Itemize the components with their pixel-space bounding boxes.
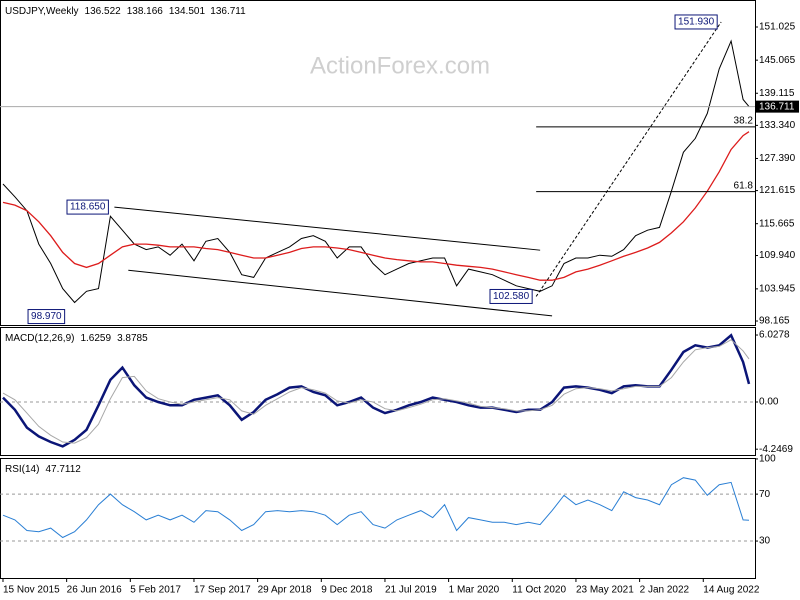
x-tick-label: 5 Feb 2017 (130, 585, 181, 596)
annotation-label: 118.650 (70, 202, 106, 213)
series-line (2, 339, 750, 444)
y-tick-label: 30 (759, 536, 771, 547)
annotation-box (674, 14, 718, 30)
last-price-box (756, 100, 799, 113)
last-price-label: 136.711 (759, 101, 795, 112)
panel-header: RSI(14) 47.7112 (5, 464, 81, 475)
readout-value: 136.711 (210, 6, 246, 17)
panel-frame (0, 0, 756, 326)
readout-value: 3.8785 (117, 333, 148, 344)
y-tick-label: 70 (759, 489, 771, 500)
readout-value: 136.522 (85, 6, 122, 17)
annotation-label: 102.580 (493, 291, 530, 302)
x-tick-label: 2 Jan 2022 (640, 585, 690, 596)
readout-value: 134.501 (169, 6, 206, 17)
trend-line (128, 269, 553, 317)
annotation-label: 98.970 (31, 311, 62, 322)
readout-value: 138.166 (127, 6, 164, 17)
x-tick-label: 1 Mar 2020 (449, 585, 500, 596)
series-line (2, 131, 750, 281)
series-line (2, 39, 750, 304)
x-tick-label: 9 Dec 2018 (321, 585, 373, 596)
panel-frame (0, 327, 756, 456)
x-tick-label: 14 Aug 2022 (703, 585, 760, 596)
readout-value: 1.6259 (80, 333, 111, 344)
x-tick-label: 11 Oct 2020 (512, 585, 566, 596)
y-tick-label: 127.390 (759, 153, 796, 164)
x-tick-label: 26 Jun 2016 (67, 585, 122, 596)
series-line (2, 333, 751, 448)
y-tick-label: 6.0278 (759, 330, 790, 341)
panel-frame (0, 458, 756, 579)
annotation-box (489, 288, 533, 304)
panel-title: RSI(14) (5, 464, 39, 475)
fib-label: 61.8 (734, 180, 754, 191)
series-line (2, 477, 750, 539)
y-tick-label: 145.065 (759, 55, 796, 66)
annotation-box (27, 309, 66, 325)
x-tick-label: 21 Jul 2019 (385, 585, 437, 596)
y-tick-label: 109.940 (759, 250, 796, 261)
panel-header: USDJPY,Weekly 136.522 138.166 134.501 136.71… (5, 6, 246, 17)
panel-title: USDJPY,Weekly (5, 6, 79, 17)
x-tick-label: 17 Sep 2017 (194, 585, 251, 596)
y-tick-label: 139.115 (759, 88, 795, 99)
readout-value: 47.7112 (45, 464, 81, 475)
y-tick-label: 0.00 (759, 397, 779, 408)
x-tick-label: 29 Apr 2018 (258, 585, 312, 596)
y-tick-label: 133.340 (759, 120, 796, 131)
trend-line (114, 206, 541, 251)
y-tick-label: 151.025 (759, 22, 796, 33)
y-tick-label: 121.615 (759, 185, 796, 196)
x-tick-label: 15 Nov 2015 (3, 585, 60, 596)
annotation-label: 151.930 (678, 17, 715, 28)
y-tick-label: 115.665 (759, 218, 795, 229)
x-tick-label: 23 May 2021 (576, 585, 634, 596)
trend-line (535, 21, 722, 297)
y-tick-label: 98.165 (759, 316, 790, 327)
panel-title: MACD(12,26,9) (5, 333, 74, 344)
fib-label: 38.2 (734, 115, 754, 126)
y-tick-label: -4.2469 (759, 444, 793, 455)
panel-header: MACD(12,26,9) 1.6259 3.8785 (5, 333, 148, 344)
y-tick-label: 100 (759, 454, 776, 465)
annotation-box (66, 199, 109, 215)
watermark: ActionForex.com (310, 52, 490, 79)
y-tick-label: 103.945 (759, 284, 796, 295)
